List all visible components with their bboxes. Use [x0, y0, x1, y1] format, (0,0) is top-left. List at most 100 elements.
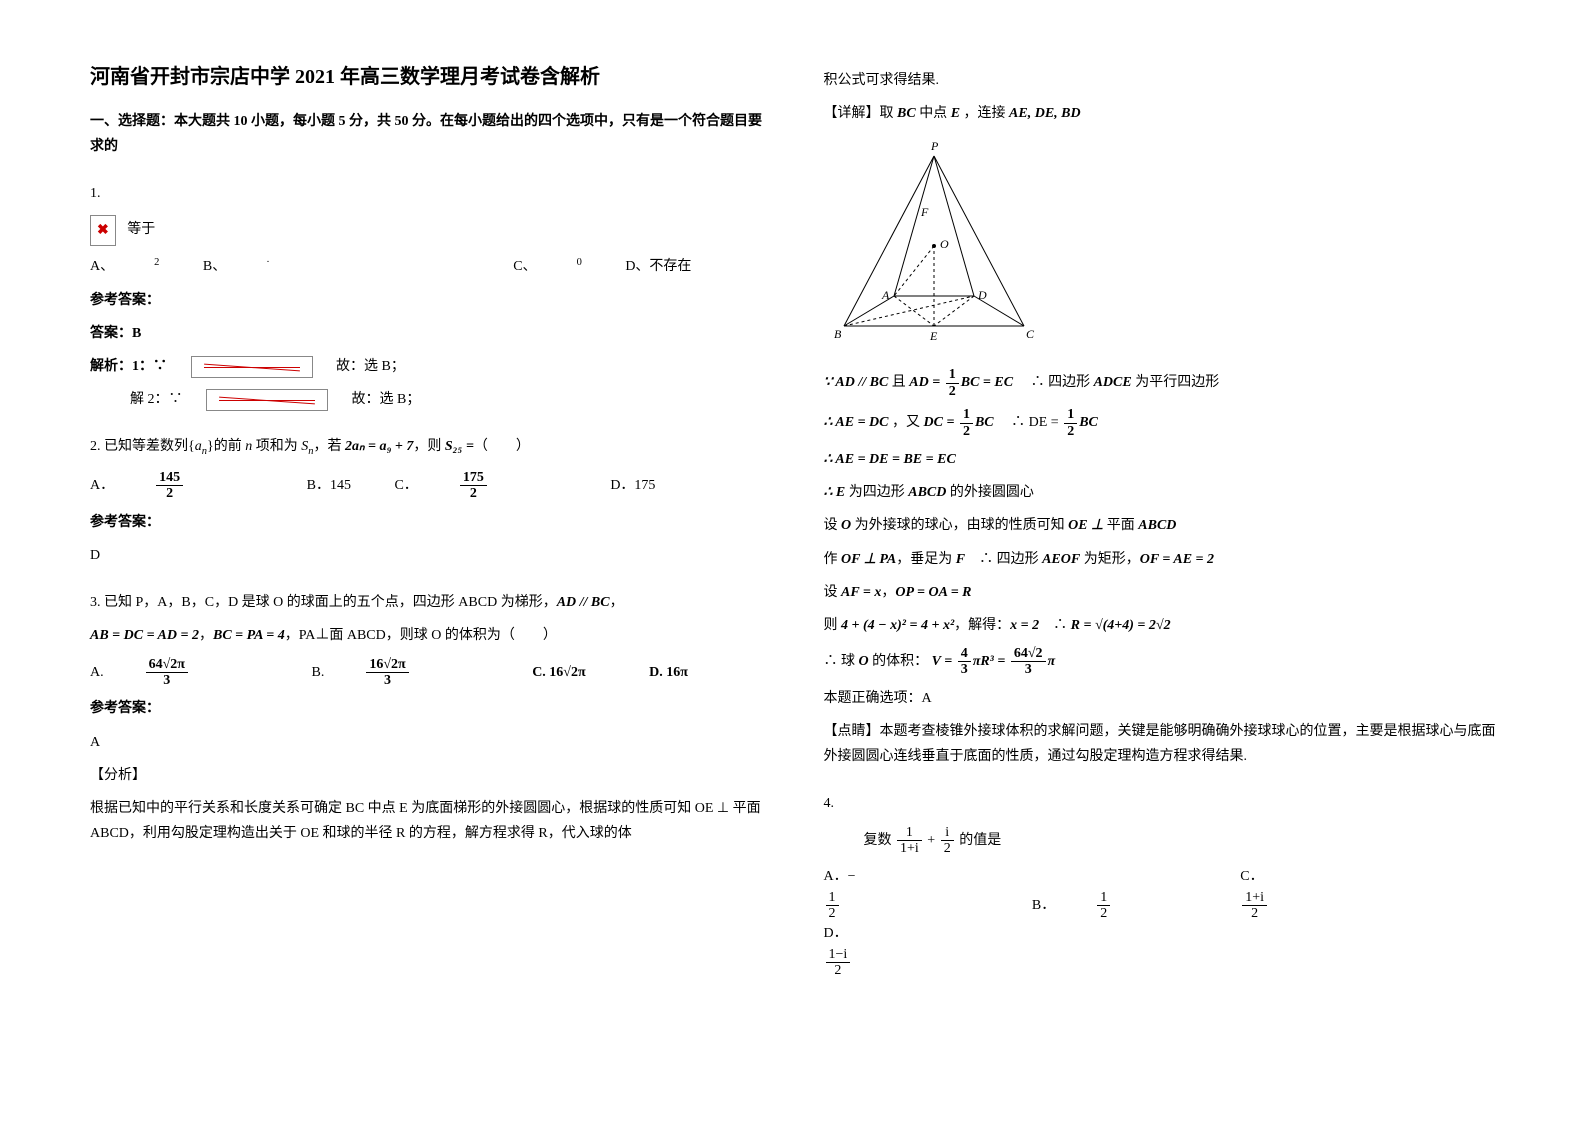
q3-l2c: DC = — [924, 415, 958, 430]
q3-l6d: F — [956, 552, 965, 567]
label-P: P — [930, 139, 939, 153]
q3-l8c: ，解得： — [954, 618, 1010, 633]
label-A: A — [881, 288, 890, 302]
q4-stem: 复数 11+i + i2 的值是 — [864, 825, 1498, 857]
q3-l5a: 设 — [824, 518, 842, 533]
q2-stem-b: }的前 — [207, 439, 245, 454]
q3-detail-a: BC — [897, 106, 916, 121]
label-E: E — [929, 329, 938, 343]
label-O: O — [940, 237, 949, 251]
q2-answer: D — [90, 543, 764, 568]
q3-analysis-cont: 积公式可求得结果. — [824, 68, 1498, 93]
part1-heading: 一、选择题：本大题共 10 小题，每小题 5 分，共 50 分。在每小题给出的四… — [90, 109, 764, 159]
q3-stem-a: 3. 已知 P，A，B，C，D 是球 O 的球面上的五个点，四边形 ABCD 为… — [90, 595, 557, 610]
q4-optB-pre: B． — [1032, 893, 1055, 918]
q4-t1d: 1+i — [897, 841, 922, 856]
q3-l9f: π — [1048, 654, 1056, 669]
q1-sol2b: 故：选 B； — [352, 392, 421, 407]
q2-optA-den: 2 — [156, 486, 183, 501]
q3-line2: ∴ AE = DC ，又 DC = 12BC ∴ DE = 12BC — [824, 407, 1498, 439]
q3-l8f: R = √(4+4) = 2√2 — [1071, 618, 1171, 633]
q3-options: A. 64√2π3 B. 16√2π3 C. 16√2π D. 16π — [90, 657, 764, 689]
broken-image-box-2 — [206, 389, 328, 411]
q4-optA-num: 1 — [826, 890, 839, 906]
q2-optC-den: 2 — [460, 486, 487, 501]
q4-optC-num: 1+i — [1242, 890, 1267, 906]
q3-optA-pre: A. — [90, 660, 104, 685]
q3-line3: ∴ AE = DE = BE = EC — [824, 447, 1498, 472]
q3-answer: A — [90, 730, 764, 755]
q4-optB-den: 2 — [1097, 906, 1110, 921]
q1-options: A、2 B、· C、0 D、不存在 — [90, 254, 764, 280]
q1-sol1a: 解析：1：∵ — [90, 359, 167, 374]
q2-optD: D．175 — [610, 473, 655, 498]
q3-l4c: ABCD — [908, 485, 946, 500]
q3-optB-den: 3 — [366, 673, 408, 688]
q2-options: A．1452 B．145 C．1752 D．175 — [90, 470, 764, 502]
q3-analysis-label: 【分析】 — [90, 763, 764, 788]
q3-detail-label: 【详解】取 — [824, 106, 894, 121]
doc-title: 河南省开封市宗店中学 2021 年高三数学理月考试卷含解析 — [90, 60, 764, 89]
q3-l6e: ∴ 四边形 — [965, 552, 1042, 567]
q3-comment-text: 本题考查棱锥外接球体积的求解问题，关键是能够明确确外接球球心的位置，主要是根据球… — [824, 724, 1496, 764]
q3-cond2: AB = DC = AD = 2 — [90, 628, 199, 643]
q3-l9d: V = — [932, 654, 956, 669]
q3-l1c: AD = — [909, 375, 943, 390]
q3-l1f: ADCE — [1094, 375, 1132, 390]
q3-l1d: 2 — [946, 384, 959, 399]
q2-ref-label: 参考答案： — [90, 510, 764, 535]
q3-l2n: 1 — [960, 407, 973, 423]
q3-l6c: ，垂足为 — [896, 552, 956, 567]
q3-l8a: 则 — [824, 618, 842, 633]
q4-stem-post: 的值是 — [959, 833, 1001, 848]
left-column: 河南省开封市宗店中学 2021 年高三数学理月考试卷含解析 一、选择题：本大题共… — [90, 60, 764, 984]
q3-l2n2: 1 — [1064, 407, 1077, 423]
q4-optC-den: 2 — [1242, 906, 1267, 921]
label-C: C — [1026, 327, 1035, 341]
q3-optC: C. 16√2π — [532, 660, 585, 685]
q3-optB-num: 16√2π — [366, 657, 408, 673]
q3-line7: 设 AF = x，OP = OA = R — [824, 580, 1498, 605]
q3-detail-b: 中点 — [919, 106, 947, 121]
q3-l4a: ∴ E — [824, 485, 846, 500]
q3-cond3: BC = PA = 4 — [213, 628, 285, 643]
q1-sol1b: 故：选 B； — [336, 359, 405, 374]
q3-line5: 设 O 为外接球的球心，由球的性质可知 OE ⊥ 平面 ABCD — [824, 513, 1498, 538]
q3-line8: 则 4 + (4 − x)² = 4 + x²，解得：x = 2 ∴ R = √… — [824, 613, 1498, 638]
q3-cond1: AD // BC — [557, 595, 610, 610]
q4-t2n: i — [941, 825, 954, 841]
q4-optA-den: 2 — [826, 906, 839, 921]
q1-sol2: 解 2：∵ 故：选 B； — [130, 387, 764, 412]
q3-l2a: ∴ AE = DC — [824, 415, 889, 430]
q3-l2f: BC — [1079, 415, 1098, 430]
q3-detail-c: E — [951, 106, 960, 121]
q3-correct: 本题正确选项：A — [824, 686, 1498, 711]
q2-stem: 2. 已知等差数列{an}的前 n 项和为 Sn，若 2aₙ = a₉ + 7，… — [90, 434, 764, 462]
q3-stem-2: AB = DC = AD = 2，BC = PA = 4，PA⊥面 ABCD，则… — [90, 623, 764, 648]
q3-line1: ∵ AD // BC 且 AD = 12BC = EC ∴ 四边形 ADCE 为… — [824, 367, 1498, 399]
q4-optA-pre: A．− — [824, 864, 856, 889]
q2-stem-a: 2. 已知等差数列{ — [90, 439, 195, 454]
q4-optC-pre: C． — [1240, 864, 1263, 889]
q3-detail-e: AE, DE, BD — [1009, 106, 1081, 121]
q3-l2e: ∴ DE = — [997, 415, 1062, 430]
q3-l2d2: 2 — [1064, 424, 1077, 439]
q3-l4d: 的外接圆圆心 — [946, 485, 1034, 500]
q1-tail: 等于 — [127, 222, 155, 237]
q2-eq1: 2aₙ = a₉ + 7 — [345, 439, 413, 454]
q3-l9c: 的体积： — [869, 654, 929, 669]
q1-optC: C、 — [513, 254, 536, 279]
label-F: F — [920, 205, 929, 219]
q2-optB: B．145 — [307, 473, 351, 498]
q2-eq2: S₂₅ = — [445, 439, 474, 454]
q3-l6b: OF ⊥ PA — [841, 552, 896, 567]
q3-l5f: ABCD — [1138, 518, 1176, 533]
q3-optB-pre: B. — [311, 660, 324, 685]
q4-t1n: 1 — [897, 825, 922, 841]
q1-image-row: ✖ 等于 — [90, 215, 764, 246]
q3-l2dd: BC — [975, 415, 994, 430]
q1-optB: B、 — [203, 254, 226, 279]
q1-optD: D、不存在 — [625, 254, 691, 279]
q2-optA-num: 145 — [156, 470, 183, 486]
q3-l9d1: 3 — [958, 662, 971, 677]
